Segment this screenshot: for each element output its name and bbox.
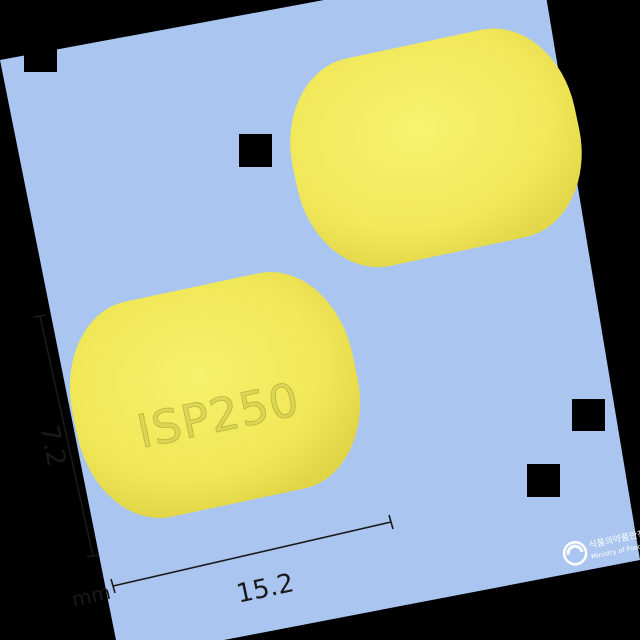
length-dimension-line (110, 514, 394, 594)
redaction-square (527, 464, 560, 497)
agency-emblem-icon (562, 540, 588, 566)
redaction-square (572, 399, 605, 431)
redaction-square (24, 40, 57, 72)
redaction-square (586, 199, 619, 231)
redaction-square (239, 134, 272, 167)
pill-back-side (290, 28, 582, 268)
unit-label: mm (70, 580, 113, 612)
width-dimension-line (33, 314, 100, 558)
pill-front-side (69, 272, 361, 518)
